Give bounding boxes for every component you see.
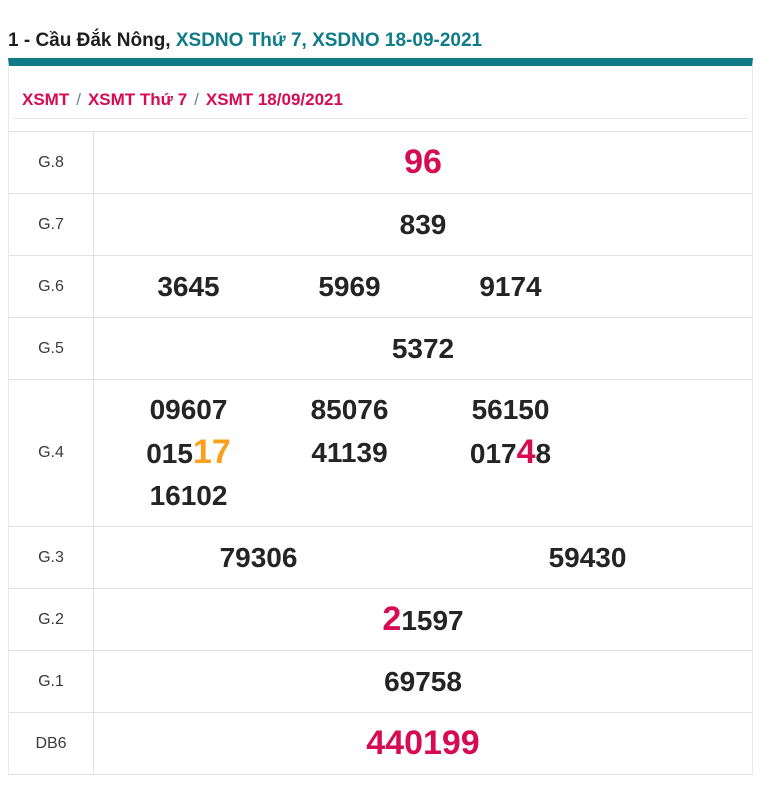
- breadcrumb-separator: /: [76, 90, 81, 109]
- breadcrumb: XSMT / XSMT Thứ 7 / XSMT 18/09/2021: [13, 66, 748, 119]
- prize-number: 5969: [269, 266, 430, 308]
- page-title-prefix: 1 - Cầu Đắk Nông,: [8, 30, 176, 51]
- page-title-link[interactable]: XSDNO Thứ 7, XSDNO 18-09-2021: [175, 30, 483, 51]
- prize-row-g4: G.4 09607 85076 56150 01517 41139 01748 16102: [9, 380, 752, 527]
- prize-values: 79306 59430: [94, 527, 752, 588]
- prize-row-g8: G.8 96: [9, 132, 752, 194]
- highlighted-digit: 2: [382, 599, 402, 638]
- prize-values: 3645 5969 9174: [94, 256, 752, 317]
- page: 1 - Cầu Đắk Nông, XSDNO Thứ 7, XSDNO 18-…: [0, 28, 764, 775]
- prize-number: 9174: [430, 266, 591, 308]
- prize-label: G.1: [9, 651, 94, 712]
- digit-group: 017: [469, 438, 517, 469]
- prize-row-g2: G.2 21597: [9, 589, 752, 651]
- highlighted-digit: 17: [192, 433, 231, 471]
- highlighted-digit: 96: [404, 142, 442, 181]
- digit-group: 09607: [149, 394, 228, 425]
- digit-group: 015: [146, 438, 193, 469]
- prize-row-g7: G.7 839: [9, 194, 752, 256]
- digit-group: 5372: [391, 332, 455, 364]
- digit-group: 5969: [318, 270, 381, 302]
- prize-number: 21597: [94, 598, 752, 642]
- digit-group: 839: [399, 208, 447, 240]
- prize-number: 01517: [108, 431, 269, 475]
- highlighted-digit: 4: [516, 433, 536, 471]
- prize-label: G.7: [9, 194, 94, 255]
- prize-row-g6: G.6 3645 5969 9174: [9, 256, 752, 318]
- prize-row-db6: DB6 440199: [9, 713, 752, 775]
- digit-group: 79306: [219, 541, 298, 573]
- results-panel: XSMT / XSMT Thứ 7 / XSMT 18/09/2021 G.8 96 G.7…: [8, 58, 753, 775]
- prize-number: 59430: [423, 537, 752, 579]
- prize-number: 01748: [430, 431, 591, 475]
- digit-group: 9174: [479, 270, 542, 302]
- prize-values: 69758: [94, 651, 752, 712]
- breadcrumb-item-xsmt-thu-7[interactable]: XSMT Thứ 7: [87, 90, 188, 109]
- prize-number: 440199: [94, 722, 752, 766]
- prize-label: G.3: [9, 527, 94, 588]
- prize-label: G.8: [9, 132, 94, 193]
- breadcrumb-item-xsmt-date[interactable]: XSMT 18/09/2021: [205, 90, 343, 109]
- prize-label: G.2: [9, 589, 94, 650]
- prize-label: G.4: [9, 380, 94, 526]
- prize-row-g1: G.1 69758: [9, 651, 752, 713]
- prize-number: 56150: [430, 389, 591, 431]
- prize-values: 21597: [94, 589, 752, 650]
- prize-number: 41139: [269, 432, 430, 474]
- digit-group: 41139: [311, 437, 388, 468]
- prize-values: 440199: [94, 713, 752, 774]
- digit-group: 16102: [149, 480, 228, 511]
- breadcrumb-item-xsmt[interactable]: XSMT: [22, 90, 70, 109]
- prize-number: 09607: [108, 389, 269, 431]
- prize-values: 09607 85076 56150 01517 41139 01748 16102: [94, 380, 752, 526]
- prize-number: 839: [94, 204, 752, 246]
- prize-values: 839: [94, 194, 752, 255]
- digit-group: 59430: [548, 541, 627, 573]
- prize-row-g5: G.5 5372: [9, 318, 752, 380]
- page-title: 1 - Cầu Đắk Nông, XSDNO Thứ 7, XSDNO 18-…: [8, 28, 753, 54]
- prize-row-g3: G.3 79306 59430: [9, 527, 752, 589]
- digit-group: 3645: [157, 270, 220, 302]
- prize-values: 96: [94, 132, 752, 193]
- prize-number: 5372: [94, 328, 752, 370]
- prize-label: DB6: [9, 713, 94, 774]
- results-table: G.8 96 G.7 839 G.6 3645 5969 9174 G.5 5372 G.4 0960…: [9, 131, 752, 775]
- digit-group: 69758: [384, 665, 462, 697]
- prize-number: 16102: [108, 475, 269, 517]
- highlighted-digit: 440199: [366, 723, 480, 762]
- breadcrumb-separator: /: [194, 90, 199, 109]
- prize-label: G.6: [9, 256, 94, 317]
- prize-number: 69758: [94, 661, 752, 703]
- prize-number: 96: [94, 141, 752, 185]
- prize-number: 79306: [94, 537, 423, 579]
- prize-number: 3645: [108, 266, 269, 308]
- digit-group: 8: [535, 438, 552, 469]
- digit-group: 56150: [471, 394, 550, 425]
- prize-number: 85076: [269, 389, 430, 431]
- prize-label: G.5: [9, 318, 94, 379]
- prize-values: 5372: [94, 318, 752, 379]
- digit-group: 1597: [401, 604, 464, 636]
- digit-group: 85076: [310, 394, 389, 425]
